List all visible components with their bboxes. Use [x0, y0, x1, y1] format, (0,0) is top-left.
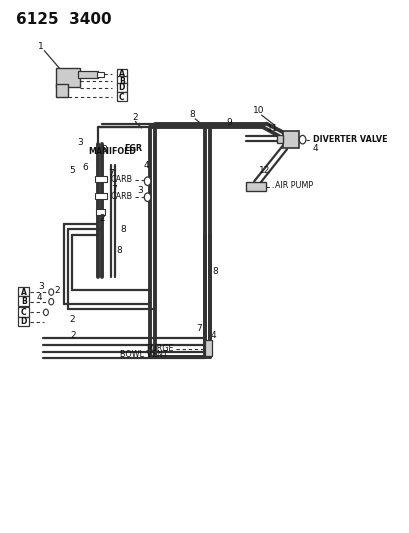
Text: 8: 8	[189, 110, 195, 119]
Text: 2: 2	[99, 214, 105, 223]
Bar	[245, 182, 265, 191]
Text: 4: 4	[36, 293, 42, 302]
Bar	[96, 209, 105, 215]
Bar	[117, 76, 126, 85]
Bar	[95, 193, 106, 199]
Text: 2: 2	[70, 332, 76, 340]
Bar	[78, 71, 97, 78]
Bar	[117, 92, 126, 101]
Bar	[204, 340, 212, 356]
Text: D: D	[20, 318, 27, 326]
Text: 2: 2	[69, 316, 74, 324]
Text: 4: 4	[210, 332, 216, 340]
Text: DIVERTER VALVE: DIVERTER VALVE	[312, 135, 387, 144]
Bar	[18, 317, 29, 326]
Text: 11: 11	[267, 125, 278, 133]
Bar	[97, 72, 104, 77]
Circle shape	[43, 309, 48, 316]
Text: 7: 7	[108, 169, 113, 177]
Circle shape	[144, 177, 151, 185]
Text: A: A	[21, 288, 27, 296]
Text: 4: 4	[312, 144, 317, 152]
Text: 7: 7	[196, 325, 201, 333]
Text: 8: 8	[101, 145, 107, 154]
Bar	[282, 131, 299, 148]
Bar	[117, 69, 126, 77]
Text: 3: 3	[137, 187, 143, 195]
Bar	[56, 68, 80, 87]
Text: 9: 9	[226, 118, 232, 127]
Text: 3: 3	[38, 282, 44, 291]
Text: 6: 6	[82, 164, 88, 172]
Text: BOWL VENT: BOWL VENT	[119, 351, 167, 359]
Text: EGR: EGR	[124, 144, 142, 152]
Bar	[18, 287, 29, 296]
Text: CARB: CARB	[110, 192, 133, 200]
Text: 4: 4	[144, 161, 149, 169]
Text: CARB: CARB	[110, 175, 133, 183]
Circle shape	[144, 193, 151, 201]
Text: 2: 2	[132, 113, 138, 122]
Text: PURGE: PURGE	[146, 344, 174, 352]
Text: A: A	[119, 69, 124, 78]
Circle shape	[49, 298, 54, 305]
Text: 7: 7	[111, 185, 117, 193]
Text: C: C	[21, 308, 27, 317]
Text: 5: 5	[69, 166, 74, 175]
Text: B: B	[21, 297, 27, 306]
Text: 6125  3400: 6125 3400	[16, 12, 112, 27]
Text: MANIFOLD: MANIFOLD	[88, 148, 136, 156]
Bar	[56, 84, 68, 97]
Text: 8: 8	[212, 268, 218, 276]
Text: 2: 2	[54, 286, 60, 295]
Text: 8: 8	[116, 246, 121, 255]
Text: 10: 10	[253, 107, 264, 115]
Text: 8: 8	[120, 225, 126, 233]
Bar	[18, 307, 29, 317]
Bar	[18, 296, 29, 306]
Bar	[95, 176, 106, 182]
Circle shape	[299, 135, 305, 144]
Text: AIR PUMP: AIR PUMP	[274, 181, 312, 190]
Text: C: C	[119, 93, 124, 101]
Bar	[276, 135, 283, 143]
Bar	[117, 83, 126, 92]
Text: 3: 3	[77, 139, 83, 147]
Text: 1: 1	[38, 43, 44, 51]
Text: D: D	[118, 84, 125, 92]
Text: 12: 12	[258, 166, 270, 175]
Circle shape	[49, 289, 54, 295]
Text: B: B	[119, 77, 124, 85]
